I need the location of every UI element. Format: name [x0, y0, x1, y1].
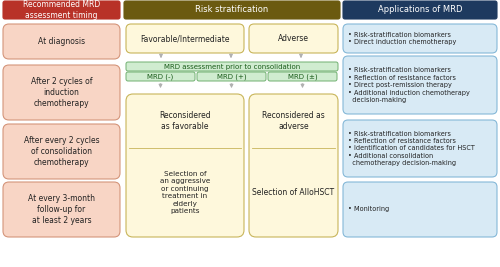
FancyBboxPatch shape [268, 72, 337, 81]
FancyBboxPatch shape [126, 24, 244, 53]
Text: Adverse: Adverse [278, 34, 309, 43]
FancyBboxPatch shape [126, 94, 244, 237]
Text: MRD (-): MRD (-) [148, 73, 174, 80]
Text: • Risk-stratification biomarkers
• Direct induction chemotherapy: • Risk-stratification biomarkers • Direc… [348, 32, 457, 45]
Text: • Risk-stratification biomarkers
• Reflection of resistance factors
• Identifica: • Risk-stratification biomarkers • Refle… [348, 131, 475, 167]
FancyBboxPatch shape [343, 24, 497, 53]
Text: Selection of AlloHSCT: Selection of AlloHSCT [252, 188, 334, 197]
Text: Reconsidered
as favorable: Reconsidered as favorable [159, 111, 211, 131]
Text: Risk stratification: Risk stratification [196, 6, 268, 14]
FancyBboxPatch shape [3, 182, 120, 237]
FancyBboxPatch shape [126, 62, 338, 71]
Text: Reconsidered as
adverse: Reconsidered as adverse [262, 111, 325, 131]
Text: At diagnosis: At diagnosis [38, 37, 85, 46]
FancyBboxPatch shape [343, 1, 497, 19]
FancyBboxPatch shape [343, 182, 497, 237]
FancyBboxPatch shape [3, 1, 120, 19]
Text: • Monitoring: • Monitoring [348, 206, 389, 213]
Text: MRD assessment prior to consolidation: MRD assessment prior to consolidation [164, 64, 300, 69]
Text: Applications of MRD: Applications of MRD [378, 6, 462, 14]
Text: After 2 cycles of
induction
chemotherapy: After 2 cycles of induction chemotherapy [31, 77, 92, 108]
Text: MRD (±): MRD (±) [288, 73, 318, 80]
Text: Favorable/Intermediate: Favorable/Intermediate [140, 34, 230, 43]
Text: Selection of
an aggressive
or continuing
treatment in
elderly
patients: Selection of an aggressive or continuing… [160, 171, 210, 214]
FancyBboxPatch shape [249, 94, 338, 237]
Text: • Risk-stratification biomarkers
• Reflection of resistance factors
• Direct pos: • Risk-stratification biomarkers • Refle… [348, 67, 470, 103]
FancyBboxPatch shape [197, 72, 266, 81]
FancyBboxPatch shape [3, 24, 120, 59]
FancyBboxPatch shape [3, 124, 120, 179]
Text: At every 3-month
follow-up for
at least 2 years: At every 3-month follow-up for at least … [28, 194, 95, 225]
FancyBboxPatch shape [126, 72, 195, 81]
Text: Recommended MRD
assessment timing: Recommended MRD assessment timing [23, 0, 100, 20]
FancyBboxPatch shape [3, 65, 120, 120]
FancyBboxPatch shape [343, 56, 497, 114]
Text: After every 2 cycles
of consolidation
chemotherapy: After every 2 cycles of consolidation ch… [24, 136, 100, 167]
FancyBboxPatch shape [249, 24, 338, 53]
Text: MRD (+): MRD (+) [216, 73, 246, 80]
FancyBboxPatch shape [124, 1, 340, 19]
FancyBboxPatch shape [343, 120, 497, 177]
